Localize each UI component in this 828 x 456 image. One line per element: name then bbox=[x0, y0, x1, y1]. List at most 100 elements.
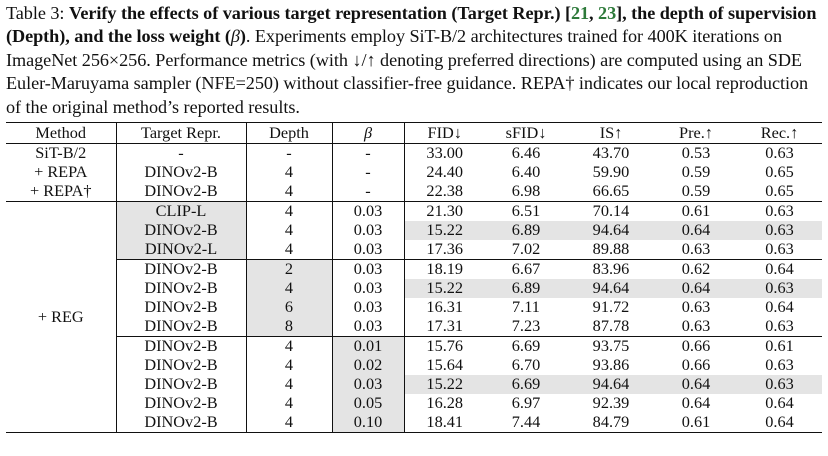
cell-target: CLIP-L bbox=[116, 201, 247, 221]
cell-target: DINOv2-B bbox=[116, 259, 247, 279]
cell-fid: 15.22 bbox=[404, 278, 485, 298]
cell-fid: 17.31 bbox=[404, 317, 485, 337]
cell-target: DINOv2-B bbox=[116, 374, 247, 394]
caption-bold-title: Verify the effects of various target rep… bbox=[6, 3, 817, 47]
cell-fid: 18.41 bbox=[404, 413, 485, 433]
cell-target: DINOv2-B bbox=[116, 162, 247, 182]
table-row: DINOv2-B 6 0.03 16.31 7.11 91.72 0.63 0.… bbox=[6, 297, 822, 317]
cell-sfid: 6.46 bbox=[511, 143, 541, 163]
cell-beta: 0.03 bbox=[332, 220, 405, 240]
cell-pre: 0.64 bbox=[655, 374, 737, 394]
table-row: + REPA DINOv2-B 4 - 24.40 6.40 59.90 0.5… bbox=[6, 162, 822, 182]
citation-link[interactable]: 23 bbox=[598, 3, 617, 23]
cell-pre: 0.64 bbox=[655, 220, 737, 240]
cell-is: 94.64 bbox=[567, 220, 655, 240]
cell-depth: 4 bbox=[246, 413, 333, 433]
cell-pre: 0.63 bbox=[681, 297, 711, 317]
cell-target: DINOv2-B bbox=[116, 278, 247, 298]
cell-sfid: 6.89 bbox=[485, 278, 567, 298]
cell-is: 92.39 bbox=[592, 393, 630, 413]
cell-depth: - bbox=[246, 143, 333, 163]
cell-pre: 0.62 bbox=[681, 259, 711, 279]
cell-beta: - bbox=[332, 143, 405, 163]
cell-rec: 0.63 bbox=[737, 374, 822, 394]
cell-fid: 24.40 bbox=[426, 162, 464, 182]
table-row: DINOv2-B 4 0.03 15.22 6.89 94.64 0.64 0.… bbox=[6, 278, 822, 298]
cell-rec: 0.65 bbox=[737, 182, 822, 202]
table-row: DINOv2-L 4 0.03 17.36 7.02 89.88 0.63 0.… bbox=[6, 240, 822, 260]
cell-depth: 4 bbox=[246, 355, 333, 375]
cell-depth: 8 bbox=[246, 317, 333, 337]
cell-fid: 16.31 bbox=[426, 297, 464, 317]
cell-target: DINOv2-B bbox=[116, 317, 247, 337]
cell-sfid: 6.70 bbox=[511, 355, 541, 375]
cell-sfid: 6.69 bbox=[485, 374, 567, 394]
cell-rec: 0.61 bbox=[765, 336, 794, 356]
header-depth: Depth bbox=[246, 122, 333, 144]
cell-fid: 15.22 bbox=[404, 374, 485, 394]
cell-beta: 0.03 bbox=[332, 278, 405, 298]
cell-sfid: 7.44 bbox=[485, 413, 567, 433]
cell-sfid: 7.23 bbox=[485, 317, 567, 337]
cell-pre: 0.61 bbox=[681, 201, 711, 221]
caption-label: Table 3: bbox=[6, 3, 65, 23]
table-row: + REPA† DINOv2-B 4 - 22.38 6.98 66.65 0.… bbox=[6, 182, 822, 202]
header-row: Method Target Repr. Depth β FID↓ sFID↓ I… bbox=[6, 122, 822, 144]
header-sfid: sFID↓ bbox=[485, 122, 567, 144]
cell-beta: 0.03 bbox=[332, 240, 405, 260]
table-row: DINOv2-B 4 0.03 15.22 6.89 94.64 0.64 0.… bbox=[6, 220, 822, 240]
cell-is: 94.64 bbox=[567, 278, 655, 298]
cell-depth: 6 bbox=[246, 297, 333, 317]
cell-pre: 0.53 bbox=[681, 143, 711, 163]
cell-pre: 0.66 bbox=[681, 355, 711, 375]
table-row: DINOv2-B 4 0.10 18.41 7.44 84.79 0.61 0.… bbox=[6, 413, 822, 433]
cell-depth: 4 bbox=[246, 278, 333, 298]
cell-fid: 21.30 bbox=[426, 201, 464, 221]
cell-sfid: 7.02 bbox=[485, 240, 567, 260]
cell-sfid: 6.97 bbox=[511, 393, 541, 413]
cell-pre: 0.64 bbox=[655, 278, 737, 298]
cell-rec: 0.63 bbox=[737, 220, 822, 240]
cell-pre: 0.59 bbox=[655, 182, 737, 202]
cell-sfid: 6.69 bbox=[511, 336, 541, 356]
cell-beta: 0.03 bbox=[332, 297, 405, 317]
cell-sfid: 6.51 bbox=[511, 201, 541, 221]
cell-rec: 0.63 bbox=[737, 240, 822, 260]
cell-target: DINOv2-B bbox=[116, 297, 247, 317]
cell-rec: 0.64 bbox=[765, 393, 794, 413]
cell-pre: 0.63 bbox=[655, 240, 737, 260]
table-row: DINOv2-B 4 0.03 15.22 6.69 94.64 0.64 0.… bbox=[6, 374, 822, 394]
cell-beta: 0.05 bbox=[332, 393, 405, 413]
cell-is: 83.96 bbox=[592, 259, 630, 279]
cell-is: 87.78 bbox=[567, 317, 655, 337]
cell-beta: 0.03 bbox=[332, 201, 405, 221]
cell-method: + REPA† bbox=[6, 182, 117, 202]
cell-rec: 0.63 bbox=[765, 143, 794, 163]
caption-beta: β bbox=[230, 26, 240, 47]
cell-target: DINOv2-B bbox=[116, 336, 247, 356]
cell-depth: 4 bbox=[246, 162, 333, 182]
cell-pre: 0.61 bbox=[655, 413, 737, 433]
cell-is: 93.86 bbox=[592, 355, 630, 375]
results-table: Method Target Repr. Depth β FID↓ sFID↓ I… bbox=[6, 122, 822, 433]
cell-fid: 17.36 bbox=[404, 240, 485, 260]
cell-depth: 4 bbox=[246, 201, 333, 221]
cell-sfid: 6.89 bbox=[485, 220, 567, 240]
table-row: DINOv2-B 4 0.01 15.76 6.69 93.75 0.66 0.… bbox=[6, 336, 822, 356]
cell-pre: 0.64 bbox=[681, 393, 711, 413]
cell-depth: 4 bbox=[246, 393, 333, 413]
cell-rec: 0.63 bbox=[765, 201, 794, 221]
citation-link[interactable]: 21 bbox=[570, 3, 590, 23]
cell-target: DINOv2-B bbox=[116, 393, 247, 413]
cell-beta: - bbox=[332, 162, 405, 182]
cell-beta: 0.03 bbox=[332, 317, 405, 337]
cell-method-reg: + REG bbox=[6, 201, 117, 433]
header-beta: β bbox=[332, 122, 405, 144]
cell-is: 91.72 bbox=[592, 297, 630, 317]
header-method: Method bbox=[6, 122, 117, 144]
cell-target: - bbox=[116, 143, 247, 163]
cell-beta: 0.10 bbox=[332, 413, 405, 433]
cell-fid: 15.22 bbox=[404, 220, 485, 240]
cell-fid: 15.76 bbox=[426, 336, 464, 356]
header-rec: Rec.↑ bbox=[737, 122, 822, 144]
